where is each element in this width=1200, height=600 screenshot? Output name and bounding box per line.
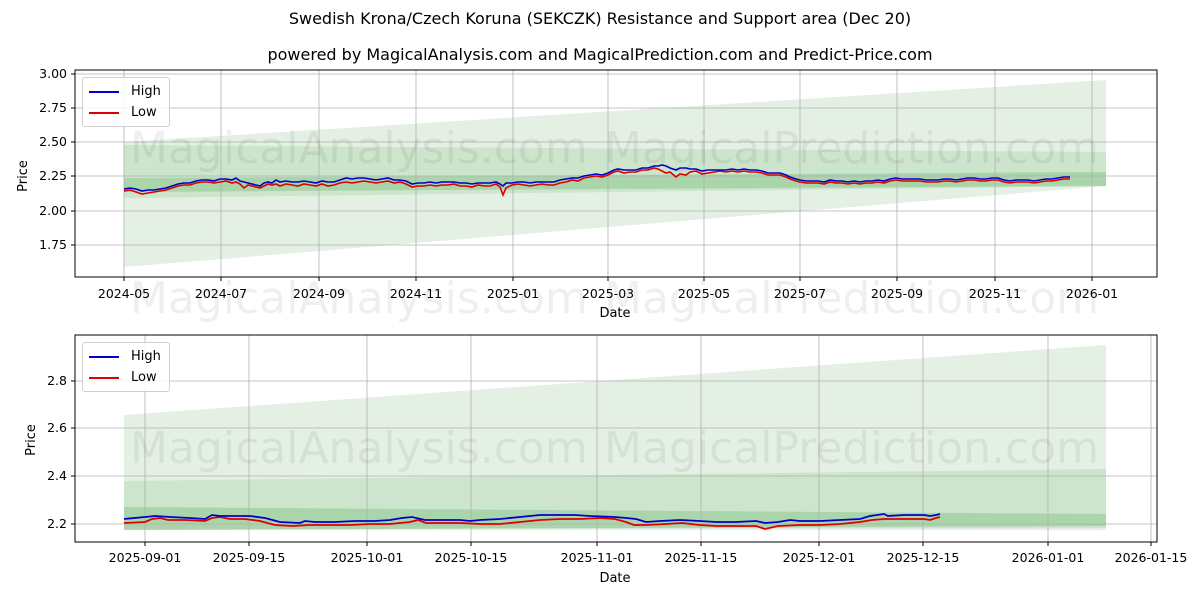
legend-item-high: High <box>89 81 161 102</box>
top-y-ticks <box>71 73 75 246</box>
top-ytick-3.00: 3.00 <box>39 66 67 81</box>
bottom-axes-frame <box>74 334 1158 543</box>
top-grid <box>75 70 1157 277</box>
watermark-analysis: MagicalAnalysis.com <box>130 123 588 174</box>
top-xtick: 2025-09 <box>871 286 923 301</box>
bottom-legend: High Low <box>82 342 170 392</box>
bottom-high-line <box>123 513 941 524</box>
watermark-prediction-3: MagicalPrediction.com <box>604 423 1099 474</box>
top-high-line <box>123 164 1070 192</box>
legend-label-high: High <box>131 84 161 99</box>
top-axes-frame <box>74 69 1158 278</box>
top-x-axis-label: Date <box>599 306 630 321</box>
watermark-prediction: MagicalPrediction.com <box>604 123 1099 174</box>
top-band-inner <box>124 172 1106 192</box>
watermark-analysis-2: MagicalAnalysis.com <box>130 273 588 324</box>
bottom-xtick: 2025-09-01 <box>109 550 182 565</box>
top-x-ticks <box>123 277 1093 281</box>
bottom-y-axis-label: Price <box>24 424 39 456</box>
top-ytick-2.25: 2.25 <box>39 168 67 183</box>
watermark-prediction-2: MagicalPrediction.com <box>604 273 1099 324</box>
top-xtick: 2026-01 <box>1066 286 1118 301</box>
bottom-chart: MagicalAnalysis.com MagicalPrediction.co… <box>24 334 1188 586</box>
top-xtick: 2025-03 <box>582 286 634 301</box>
high-line-swatch-icon <box>89 90 119 93</box>
bottom-xtick: 2026-01-01 <box>1012 550 1085 565</box>
top-xtick: 2025-11 <box>969 286 1021 301</box>
legend-item-low: Low <box>89 367 161 388</box>
bottom-x-ticks <box>144 542 1152 546</box>
top-xtick: 2024-11 <box>390 286 442 301</box>
top-xtick: 2024-07 <box>195 286 247 301</box>
top-y-axis-label: Price <box>16 160 31 192</box>
bottom-xtick: 2025-09-15 <box>213 550 286 565</box>
top-ytick-2.75: 2.75 <box>39 100 67 115</box>
chart-title: Swedish Krona/Czech Koruna (SEKCZK) Resi… <box>288 9 912 28</box>
bottom-xtick: 2025-11-15 <box>665 550 738 565</box>
low-line-swatch-icon <box>89 111 119 114</box>
top-xtick: 2025-07 <box>774 286 826 301</box>
top-ytick-2.50: 2.50 <box>39 134 67 149</box>
bottom-x-axis-label: Date <box>599 571 630 586</box>
bottom-ytick-2.2: 2.2 <box>47 516 67 531</box>
top-xtick: 2025-01 <box>487 286 539 301</box>
bottom-ytick-2.8: 2.8 <box>47 373 67 388</box>
bottom-xtick: 2025-10-15 <box>435 550 508 565</box>
top-legend: High Low <box>82 77 170 127</box>
bottom-ytick-2.6: 2.6 <box>47 420 67 435</box>
chart-subtitle: powered by MagicalAnalysis.com and Magic… <box>267 45 933 64</box>
legend-item-high: High <box>89 346 161 367</box>
bottom-xtick: 2025-11-01 <box>561 550 634 565</box>
low-line-swatch-icon <box>89 376 119 379</box>
bottom-y-ticks <box>71 380 75 525</box>
bottom-xtick: 2025-10-01 <box>331 550 404 565</box>
watermark-analysis-3: MagicalAnalysis.com <box>130 423 588 474</box>
top-xtick: 2025-05 <box>678 286 730 301</box>
bottom-xtick: 2025-12-01 <box>783 550 856 565</box>
bottom-xtick: 2025-12-15 <box>887 550 960 565</box>
bottom-ytick-2.4: 2.4 <box>47 468 67 483</box>
top-low-line <box>123 167 1070 198</box>
top-ytick-1.75: 1.75 <box>39 237 67 252</box>
top-chart: MagicalAnalysis.com MagicalPrediction.co… <box>16 66 1158 324</box>
bottom-low-line <box>123 516 941 530</box>
top-ytick-2.00: 2.00 <box>39 203 67 218</box>
legend-item-low: Low <box>89 102 161 123</box>
legend-label-low: Low <box>131 370 157 385</box>
top-xtick: 2024-05 <box>98 286 150 301</box>
legend-label-low: Low <box>131 105 157 120</box>
legend-label-high: High <box>131 349 161 364</box>
bottom-xtick: 2026-01-15 <box>1115 550 1188 565</box>
high-line-swatch-icon <box>89 355 119 358</box>
top-xtick: 2024-09 <box>293 286 345 301</box>
